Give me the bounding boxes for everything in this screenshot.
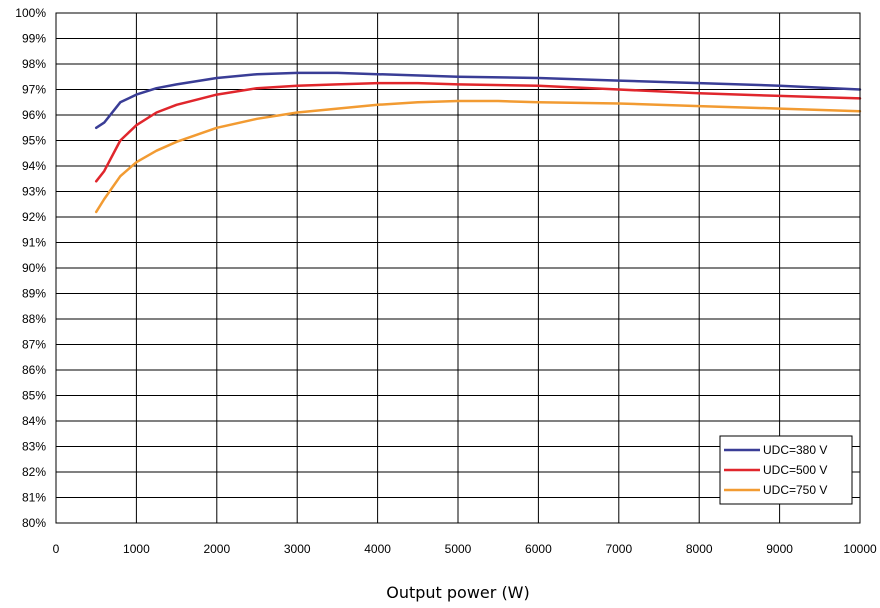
x-tick-label: 9000 (766, 542, 793, 556)
y-tick-label: 86% (22, 363, 46, 377)
x-tick-label: 6000 (525, 542, 552, 556)
y-tick-label: 99% (22, 32, 46, 46)
x-tick-label: 2000 (203, 542, 230, 556)
y-tick-label: 97% (22, 83, 46, 97)
y-tick-label: 98% (22, 57, 46, 71)
legend: UDC=380 V UDC=500 V UDC=750 V (720, 436, 852, 504)
x-tick-label: 7000 (605, 542, 632, 556)
x-tick-label: 1000 (123, 542, 150, 556)
x-tick-label: 8000 (686, 542, 713, 556)
y-tick-label: 96% (22, 108, 46, 122)
y-tick-label: 94% (22, 159, 46, 173)
x-tick-label: 3000 (284, 542, 311, 556)
y-tick-label: 95% (22, 134, 46, 148)
y-tick-label: 91% (22, 236, 46, 250)
y-tick-label: 90% (22, 261, 46, 275)
x-tick-labels: 0 1000 2000 3000 4000 5000 6000 7000 8000 9000 100… (53, 542, 877, 556)
y-tick-label: 82% (22, 465, 46, 479)
x-axis-title: Output power (W) (386, 583, 530, 602)
y-tick-label: 89% (22, 287, 46, 301)
y-tick-label: 93% (22, 185, 46, 199)
y-tick-label: 100% (15, 6, 46, 20)
x-tick-label: 5000 (445, 542, 472, 556)
x-tick-label: 10000 (843, 542, 877, 556)
legend-label: UDC=500 V (763, 463, 827, 477)
y-tick-label: 84% (22, 414, 46, 428)
y-tick-labels: 80% 81% 82% 83% 84% 85% 86% 87% 88% 89% 90% 91% 92% 9… (15, 6, 46, 530)
x-tick-label: 4000 (364, 542, 391, 556)
y-tick-label: 81% (22, 491, 46, 505)
y-tick-label: 80% (22, 516, 46, 530)
y-tick-label: 88% (22, 312, 46, 326)
y-tick-label: 92% (22, 210, 46, 224)
y-tick-label: 83% (22, 440, 46, 454)
x-tick-label: 0 (53, 542, 60, 556)
y-tick-label: 87% (22, 338, 46, 352)
legend-label: UDC=750 V (763, 483, 827, 497)
y-tick-label: 85% (22, 389, 46, 403)
legend-label: UDC=380 V (763, 443, 827, 457)
